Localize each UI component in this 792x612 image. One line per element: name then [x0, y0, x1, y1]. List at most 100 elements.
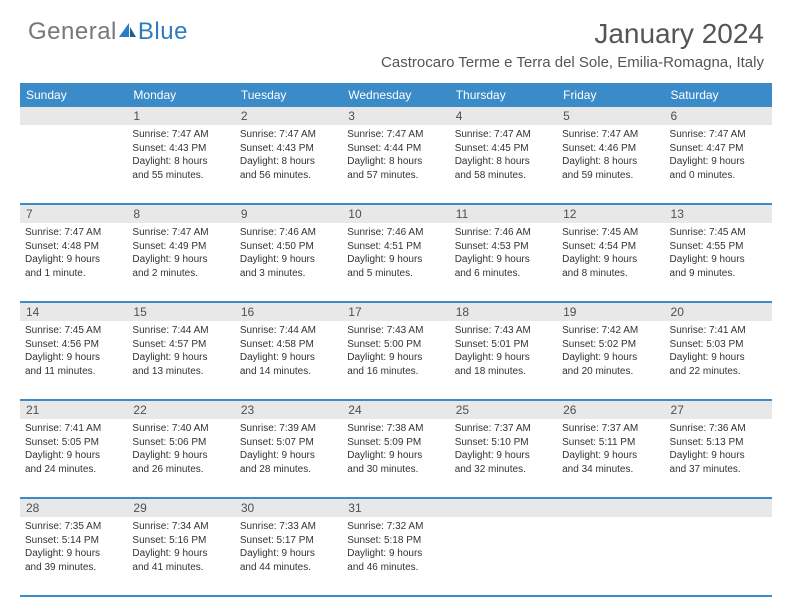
- daylight-text: and 11 minutes.: [25, 365, 122, 379]
- day-cell: Sunrise: 7:37 AMSunset: 5:10 PMDaylight:…: [450, 419, 557, 497]
- month-title: January 2024: [381, 18, 764, 50]
- sunset-text: Sunset: 5:09 PM: [347, 436, 444, 450]
- daylight-text: Daylight: 9 hours: [562, 449, 659, 463]
- daylight-text: and 18 minutes.: [455, 365, 552, 379]
- sunrise-text: Sunrise: 7:41 AM: [670, 324, 767, 338]
- day-cell: Sunrise: 7:46 AMSunset: 4:51 PMDaylight:…: [342, 223, 449, 301]
- header: General Blue January 2024 Castrocaro Ter…: [0, 0, 792, 77]
- sunrise-text: Sunrise: 7:37 AM: [562, 422, 659, 436]
- day-number: 22: [127, 401, 234, 419]
- title-block: January 2024 Castrocaro Terme e Terra de…: [381, 18, 764, 71]
- sunset-text: Sunset: 5:02 PM: [562, 338, 659, 352]
- day-cell: Sunrise: 7:44 AMSunset: 4:57 PMDaylight:…: [127, 321, 234, 399]
- day-header-cell: Thursday: [450, 83, 557, 107]
- day-cell: Sunrise: 7:41 AMSunset: 5:05 PMDaylight:…: [20, 419, 127, 497]
- sunset-text: Sunset: 4:53 PM: [455, 240, 552, 254]
- day-number: 4: [450, 107, 557, 125]
- daylight-text: and 22 minutes.: [670, 365, 767, 379]
- daylight-text: and 34 minutes.: [562, 463, 659, 477]
- logo-sail-icon: [119, 18, 137, 46]
- day-number-row: 78910111213: [20, 205, 772, 223]
- day-cell: Sunrise: 7:47 AMSunset: 4:48 PMDaylight:…: [20, 223, 127, 301]
- daylight-text: and 5 minutes.: [347, 267, 444, 281]
- sunrise-text: Sunrise: 7:47 AM: [25, 226, 122, 240]
- daylight-text: and 8 minutes.: [562, 267, 659, 281]
- day-cell: Sunrise: 7:43 AMSunset: 5:00 PMDaylight:…: [342, 321, 449, 399]
- sunrise-text: Sunrise: 7:40 AM: [132, 422, 229, 436]
- daylight-text: and 58 minutes.: [455, 169, 552, 183]
- daylight-text: and 56 minutes.: [240, 169, 337, 183]
- sunrise-text: Sunrise: 7:42 AM: [562, 324, 659, 338]
- daylight-text: and 39 minutes.: [25, 561, 122, 575]
- sunrise-text: Sunrise: 7:43 AM: [455, 324, 552, 338]
- daylight-text: and 16 minutes.: [347, 365, 444, 379]
- sunset-text: Sunset: 4:44 PM: [347, 142, 444, 156]
- day-number: 18: [450, 303, 557, 321]
- day-cell: Sunrise: 7:46 AMSunset: 4:50 PMDaylight:…: [235, 223, 342, 301]
- day-cell: Sunrise: 7:47 AMSunset: 4:44 PMDaylight:…: [342, 125, 449, 203]
- day-number: [450, 499, 557, 517]
- day-cell: [450, 517, 557, 595]
- daylight-text: Daylight: 9 hours: [240, 449, 337, 463]
- day-number: [665, 499, 772, 517]
- day-cell: Sunrise: 7:39 AMSunset: 5:07 PMDaylight:…: [235, 419, 342, 497]
- daylight-text: Daylight: 9 hours: [132, 351, 229, 365]
- day-number: 2: [235, 107, 342, 125]
- daylight-text: Daylight: 8 hours: [347, 155, 444, 169]
- day-header-cell: Monday: [127, 83, 234, 107]
- week-row: Sunrise: 7:47 AM Sunset: 4:43 PM Daylight:…: [20, 125, 772, 205]
- sunset-text: Sunset: 4:48 PM: [25, 240, 122, 254]
- day-cell: Sunrise: 7:46 AMSunset: 4:53 PMDaylight:…: [450, 223, 557, 301]
- daylight-text: Daylight: 9 hours: [25, 547, 122, 561]
- sunset-text: Sunset: 4:58 PM: [240, 338, 337, 352]
- sunrise-text: Sunrise: 7:45 AM: [562, 226, 659, 240]
- day-cell: Sunrise: 7:32 AMSunset: 5:18 PMDaylight:…: [342, 517, 449, 595]
- day-cell: Sunrise: 7:34 AMSunset: 5:16 PMDaylight:…: [127, 517, 234, 595]
- daylight-text: Daylight: 9 hours: [25, 253, 122, 267]
- sunset-text: Sunset: 5:13 PM: [670, 436, 767, 450]
- day-number: 30: [235, 499, 342, 517]
- day-number: 5: [557, 107, 664, 125]
- daylight-text: Daylight: 9 hours: [455, 449, 552, 463]
- day-number: 27: [665, 401, 772, 419]
- daylight-text: Daylight: 9 hours: [132, 253, 229, 267]
- sunrise-text: Sunrise: 7:39 AM: [240, 422, 337, 436]
- sunset-text: Sunset: 4:43 PM: [132, 142, 229, 156]
- sunrise-text: Sunrise: 7:43 AM: [347, 324, 444, 338]
- day-cell: Sunrise: 7:47 AMSunset: 4:43 PMDaylight:…: [235, 125, 342, 203]
- day-number: [20, 107, 127, 125]
- sunset-text: Sunset: 5:11 PM: [562, 436, 659, 450]
- sunrise-text: Sunrise: 7:44 AM: [240, 324, 337, 338]
- sunset-text: Sunset: 4:56 PM: [25, 338, 122, 352]
- sunrise-text: Sunrise: 7:46 AM: [240, 226, 337, 240]
- daylight-text: Daylight: 9 hours: [670, 449, 767, 463]
- sunset-text: Sunset: 4:47 PM: [670, 142, 767, 156]
- day-cell: Sunrise: 7:45 AMSunset: 4:54 PMDaylight:…: [557, 223, 664, 301]
- logo-text-1: General: [28, 18, 117, 46]
- daylight-text: Daylight: 9 hours: [455, 253, 552, 267]
- day-number: 25: [450, 401, 557, 419]
- daylight-text: Daylight: 9 hours: [347, 449, 444, 463]
- day-number-row: 123456: [20, 107, 772, 125]
- day-number: 17: [342, 303, 449, 321]
- day-number: 7: [20, 205, 127, 223]
- daylight-text: Daylight: 9 hours: [455, 351, 552, 365]
- daylight-text: and 32 minutes.: [455, 463, 552, 477]
- day-number: 6: [665, 107, 772, 125]
- daylight-text: and 59 minutes.: [562, 169, 659, 183]
- sunrise-text: Sunrise: 7:47 AM: [132, 226, 229, 240]
- day-number: 21: [20, 401, 127, 419]
- daylight-text: Daylight: 9 hours: [132, 449, 229, 463]
- week-row: Sunrise: 7:45 AMSunset: 4:56 PMDaylight:…: [20, 321, 772, 401]
- daylight-text: and 9 minutes.: [670, 267, 767, 281]
- sunset-text: Sunset: 4:51 PM: [347, 240, 444, 254]
- sunrise-text: Sunrise: 7:34 AM: [132, 520, 229, 534]
- daylight-text: and 57 minutes.: [347, 169, 444, 183]
- sunset-text: Sunset: 5:05 PM: [25, 436, 122, 450]
- day-number: 3: [342, 107, 449, 125]
- day-cell: Sunrise: 7:47 AMSunset: 4:46 PMDaylight:…: [557, 125, 664, 203]
- daylight-text: Daylight: 9 hours: [562, 351, 659, 365]
- sunrise-text: Sunrise: 7:46 AM: [455, 226, 552, 240]
- sunrise-text: Sunrise: 7:47 AM: [670, 128, 767, 142]
- day-cell: Sunrise: 7:42 AMSunset: 5:02 PMDaylight:…: [557, 321, 664, 399]
